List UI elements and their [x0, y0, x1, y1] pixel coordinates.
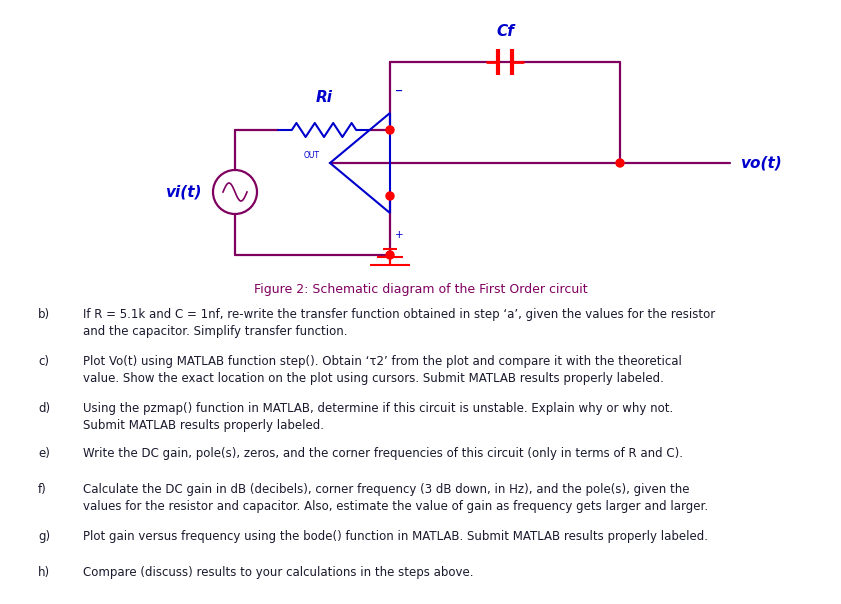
Text: g): g) — [38, 530, 50, 543]
Text: Plot Vo(t) using MATLAB function step(). Obtain ‘τ2’ from the plot and compare i: Plot Vo(t) using MATLAB function step().… — [83, 355, 682, 368]
Text: Submit MATLAB results properly labeled.: Submit MATLAB results properly labeled. — [83, 419, 324, 432]
Text: Calculate the DC gain in dB (decibels), corner frequency (3 dB down, in Hz), and: Calculate the DC gain in dB (decibels), … — [83, 483, 690, 496]
Text: Figure 2: Schematic diagram of the First Order circuit: Figure 2: Schematic diagram of the First… — [254, 283, 587, 297]
Text: OUT: OUT — [304, 150, 320, 159]
Text: b): b) — [38, 308, 50, 321]
Text: +: + — [394, 230, 404, 240]
Text: Cf: Cf — [496, 25, 514, 39]
Text: and the capacitor. Simplify transfer function.: and the capacitor. Simplify transfer fun… — [83, 325, 347, 338]
Text: Compare (discuss) results to your calculations in the steps above.: Compare (discuss) results to your calcul… — [83, 566, 473, 579]
Circle shape — [616, 159, 624, 167]
Text: e): e) — [38, 447, 50, 460]
Text: vo(t): vo(t) — [740, 155, 782, 170]
Text: f): f) — [38, 483, 47, 496]
Text: value. Show the exact location on the plot using cursors. Submit MATLAB results : value. Show the exact location on the pl… — [83, 372, 664, 385]
Text: c): c) — [38, 355, 49, 368]
Text: −: − — [395, 86, 403, 96]
Text: Ri: Ri — [315, 91, 332, 106]
Text: values for the resistor and capacitor. Also, estimate the value of gain as frequ: values for the resistor and capacitor. A… — [83, 500, 708, 513]
Circle shape — [386, 251, 394, 259]
Text: h): h) — [38, 566, 50, 579]
Text: Using the pzmap() function in MATLAB, determine if this circuit is unstable. Exp: Using the pzmap() function in MATLAB, de… — [83, 402, 674, 415]
Text: Write the DC gain, pole(s), zeros, and the corner frequencies of this circuit (o: Write the DC gain, pole(s), zeros, and t… — [83, 447, 683, 460]
Text: If R = 5.1k and C = 1nf, re-write the transfer function obtained in step ‘a’, gi: If R = 5.1k and C = 1nf, re-write the tr… — [83, 308, 715, 321]
Circle shape — [386, 126, 394, 134]
Text: d): d) — [38, 402, 50, 415]
Text: Plot gain versus frequency using the bode() function in MATLAB. Submit MATLAB re: Plot gain versus frequency using the bod… — [83, 530, 708, 543]
Text: vi(t): vi(t) — [166, 184, 202, 199]
Circle shape — [386, 192, 394, 200]
